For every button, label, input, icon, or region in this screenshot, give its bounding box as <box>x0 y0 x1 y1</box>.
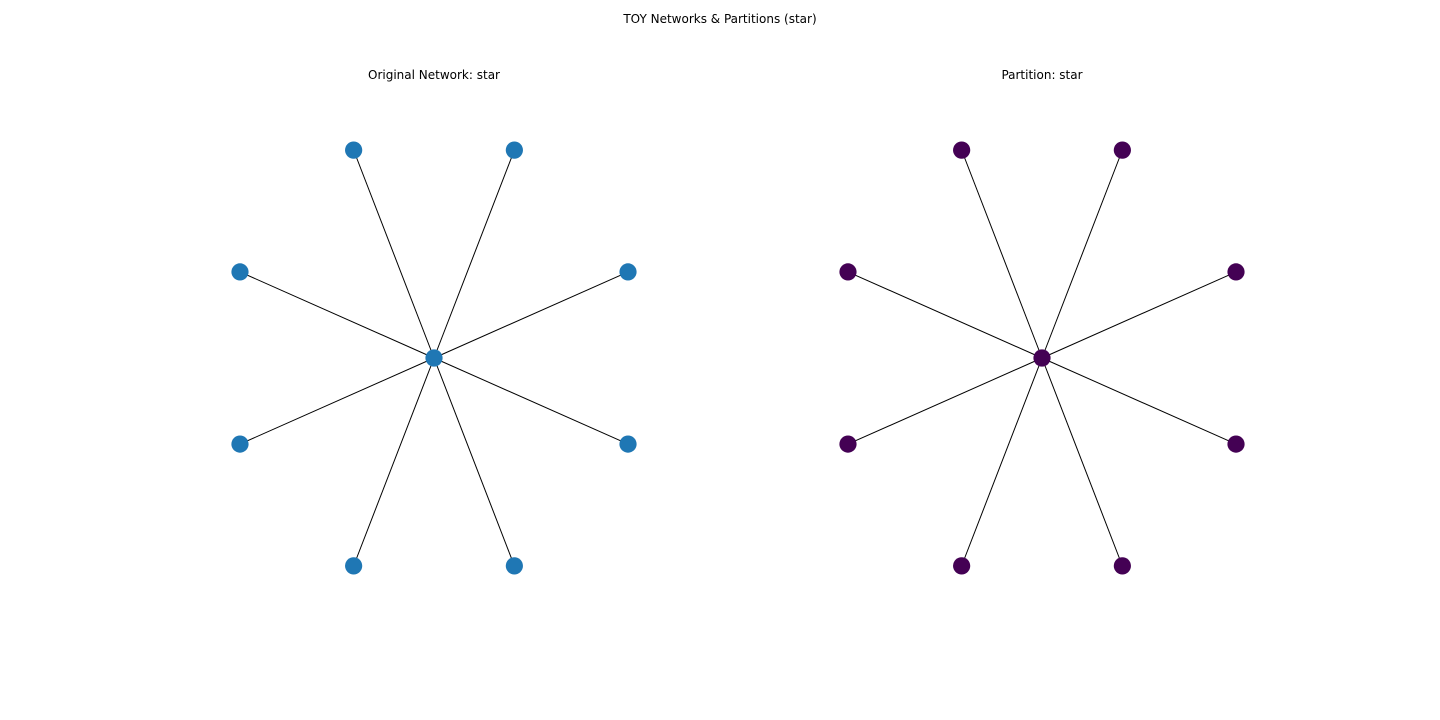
hub-node <box>1033 349 1051 367</box>
figure-title: TOY Networks & Partitions (star) <box>623 12 817 26</box>
leaf-node <box>839 435 857 453</box>
graph-edge <box>433 271 629 359</box>
partition-panel: Partition: star <box>762 64 1322 664</box>
leaf-node <box>953 557 971 575</box>
leaf-node <box>1227 263 1245 281</box>
graph-edge <box>1041 271 1237 359</box>
graph-edge <box>961 357 1043 567</box>
leaf-node <box>953 141 971 159</box>
graph-edge <box>1041 149 1123 359</box>
graph-edge <box>239 271 435 359</box>
graph-edge <box>847 357 1043 445</box>
graph-edge <box>353 149 435 359</box>
leaf-node <box>505 141 523 159</box>
original-network-title: Original Network: star <box>368 68 500 82</box>
graph-edge <box>433 149 515 359</box>
leaf-node <box>839 263 857 281</box>
hub-node <box>425 349 443 367</box>
original-network-graph <box>231 141 637 575</box>
partition-graph <box>839 141 1245 575</box>
graph-edge <box>239 357 435 445</box>
leaf-node <box>231 435 249 453</box>
graph-edge <box>847 271 1043 359</box>
graph-edge <box>961 149 1043 359</box>
partition-title: Partition: star <box>1001 68 1083 82</box>
leaf-node <box>619 435 637 453</box>
graph-edge <box>433 357 515 567</box>
graph-edge <box>433 357 629 445</box>
leaf-node <box>1113 557 1131 575</box>
original-network-panel: Original Network: star <box>154 64 714 664</box>
leaf-node <box>1227 435 1245 453</box>
leaf-node <box>505 557 523 575</box>
leaf-node <box>345 141 363 159</box>
leaf-node <box>345 557 363 575</box>
graph-edge <box>353 357 435 567</box>
leaf-node <box>1113 141 1131 159</box>
leaf-node <box>619 263 637 281</box>
leaf-node <box>231 263 249 281</box>
graph-edge <box>1041 357 1123 567</box>
graph-edge <box>1041 357 1237 445</box>
